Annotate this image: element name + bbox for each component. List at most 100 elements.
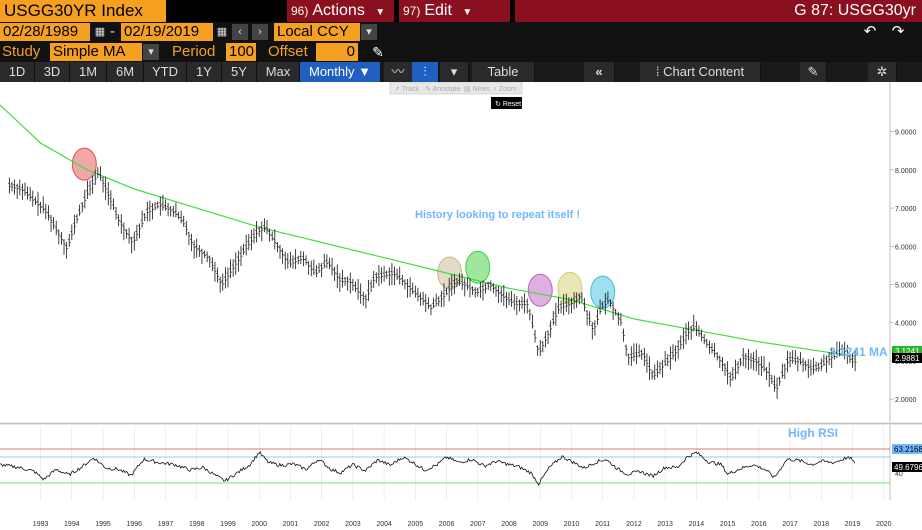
period-field[interactable]: 100 [226, 43, 256, 61]
date-separator: - [110, 23, 115, 40]
range-3d[interactable]: 3D [35, 62, 70, 82]
rsi-annotation: High RSI [788, 426, 838, 440]
range-1y[interactable]: 1Y [187, 62, 222, 82]
period-label: Period [172, 43, 216, 60]
chevron-down-icon[interactable]: ▾ [440, 62, 469, 82]
last-price-value: 2.9881 [895, 354, 920, 363]
chart-canvas[interactable]: 40 9.0000 8.0000 7.0000 6.0000 5.0000 4.0000 3… [0, 82, 922, 530]
bar-chart-icon[interactable]: ⫶ [412, 62, 439, 82]
study-bar: Study Simple MA ▾ Period 100 Offset 0 ✎ [0, 42, 922, 62]
calendar-icon[interactable]: ▦ [216, 26, 228, 38]
chart-content-button[interactable]: ⁞ Chart Content [640, 62, 761, 82]
chart-annotation: History looking to repeat itself ! [415, 209, 580, 221]
y-tick-label: 8.0000 [895, 168, 917, 175]
redo-icon[interactable]: ↷ [891, 23, 905, 40]
rsi-panel: 40 [0, 424, 903, 500]
tool-annotate[interactable]: ✎ Annotate [425, 86, 461, 93]
ma-price-tag [892, 346, 922, 356]
x-tick-label: 2006 [439, 521, 455, 528]
rsi-last-tag [892, 462, 922, 472]
range-max[interactable]: Max [257, 62, 300, 82]
range-1m[interactable]: 1M [70, 62, 107, 82]
table-button[interactable]: Table [472, 62, 535, 82]
range-1d[interactable]: 1D [0, 62, 35, 82]
y-tick-label: 2.0000 [895, 397, 917, 404]
x-tick-label: 2000 [251, 521, 267, 528]
study-select[interactable]: Simple MA [50, 43, 142, 61]
tool-news-label: News [473, 86, 491, 93]
chart-content-label: Chart Content [663, 64, 745, 79]
chevron-down-icon: ▼ [375, 7, 386, 18]
screen-label: G 87: USGG30yr [794, 2, 916, 19]
chevron-down-icon: ▼ [358, 64, 372, 79]
x-tick-label: 2014 [689, 521, 705, 528]
reset-icon: ↻ [495, 101, 503, 108]
x-tick-label: 2004 [376, 521, 392, 528]
x-tick-label: 2017 [782, 521, 798, 528]
actions-menu-label: Actions [312, 2, 365, 19]
x-tick-label: 2002 [314, 521, 330, 528]
rsi-high-value: 63.2168 [894, 445, 922, 454]
chevron-down-icon[interactable]: ▾ [143, 44, 159, 60]
gear-icon[interactable]: ✲ [868, 62, 897, 82]
ma-price-value: 3.1241 [895, 347, 920, 356]
x-tick-label: 2019 [845, 521, 861, 528]
range-toolbar: 1D 3D 1M 6M YTD 1Y 5Y Max Monthly ▼ 〰 ⫶ … [0, 62, 922, 82]
edit-chart-icon[interactable]: ✎ [800, 62, 827, 82]
x-tick-label: 2005 [408, 521, 424, 528]
currency-select[interactable]: Local CCY [274, 23, 360, 41]
line-chart-icon[interactable]: 〰 [384, 62, 413, 82]
ticker-field[interactable]: USGG30YR Index [0, 0, 166, 22]
x-tick-label: 1995 [95, 521, 111, 528]
x-tick-label: 1998 [189, 521, 205, 528]
study-label: Study [2, 43, 41, 60]
highlight-circle [71, 147, 97, 181]
actions-menu-button[interactable]: 96) Actions ▼ [286, 0, 394, 22]
screen-title: G 87: USGG30yr [514, 0, 922, 22]
tool-zoom[interactable]: ⌕ Zoom [493, 86, 517, 93]
chevron-right-icon[interactable]: › [252, 24, 268, 40]
end-date-field[interactable]: 02/19/2019 [121, 23, 213, 41]
x-tick-label: 1996 [126, 521, 142, 528]
frequency-select[interactable]: Monthly ▼ [300, 62, 381, 82]
range-6m[interactable]: 6M [107, 62, 144, 82]
x-tick-label: 1999 [220, 521, 236, 528]
rsi-last-value: 49.6796 [894, 463, 922, 472]
edit-menu-label: Edit [424, 2, 452, 19]
tool-track[interactable]: ↗ Track [394, 86, 419, 93]
moving-average-line [0, 104, 856, 357]
undo-icon[interactable]: ↶ [863, 23, 877, 40]
chevron-left-icon[interactable]: ‹ [232, 24, 248, 40]
offset-field[interactable]: 0 [316, 43, 358, 61]
rsi-tick-label: 40 [895, 471, 903, 478]
calendar-icon[interactable]: ▦ [94, 26, 106, 38]
x-tick-label: 2010 [564, 521, 580, 528]
pen-icon[interactable]: ✎ [372, 44, 384, 60]
news-icon: ▤ [464, 86, 473, 93]
tool-news[interactable]: ▤ News [464, 86, 491, 93]
grid [40, 426, 885, 500]
x-tick-label: 2020 [876, 521, 892, 528]
annotate-icon: ✎ [425, 86, 432, 93]
x-tick-label: 2011 [595, 521, 610, 528]
range-ytd[interactable]: YTD [144, 62, 187, 82]
x-tick-label: 2015 [720, 521, 736, 528]
y-tick-label: 6.0000 [895, 244, 917, 251]
x-tick-label: 2007 [470, 521, 486, 528]
start-date-field[interactable]: 02/28/1989 [0, 23, 90, 41]
tools-popup-bg [389, 82, 523, 95]
x-tick-label: 2013 [657, 521, 673, 528]
highlight-circle [527, 273, 553, 307]
reset-label-text: Reset [503, 101, 521, 108]
x-tick-label: 2008 [501, 521, 517, 528]
edit-menu-button[interactable]: 97) Edit ▼ [398, 0, 510, 22]
zoom-icon: ⌕ [493, 86, 499, 93]
chevron-down-icon[interactable]: ▾ [361, 24, 377, 40]
x-tick-label: 1993 [33, 521, 49, 528]
reset-button[interactable] [491, 97, 522, 109]
y-tick-label: 5.0000 [895, 282, 917, 289]
tool-annotate-label: Annotate [432, 86, 460, 93]
collapse-icon[interactable]: « [584, 62, 615, 82]
range-5y[interactable]: 5Y [222, 62, 257, 82]
tools-popup[interactable]: ↗ Track ✎ Annotate ▤ News ⌕ Zoom ↻ Reset [389, 82, 523, 109]
